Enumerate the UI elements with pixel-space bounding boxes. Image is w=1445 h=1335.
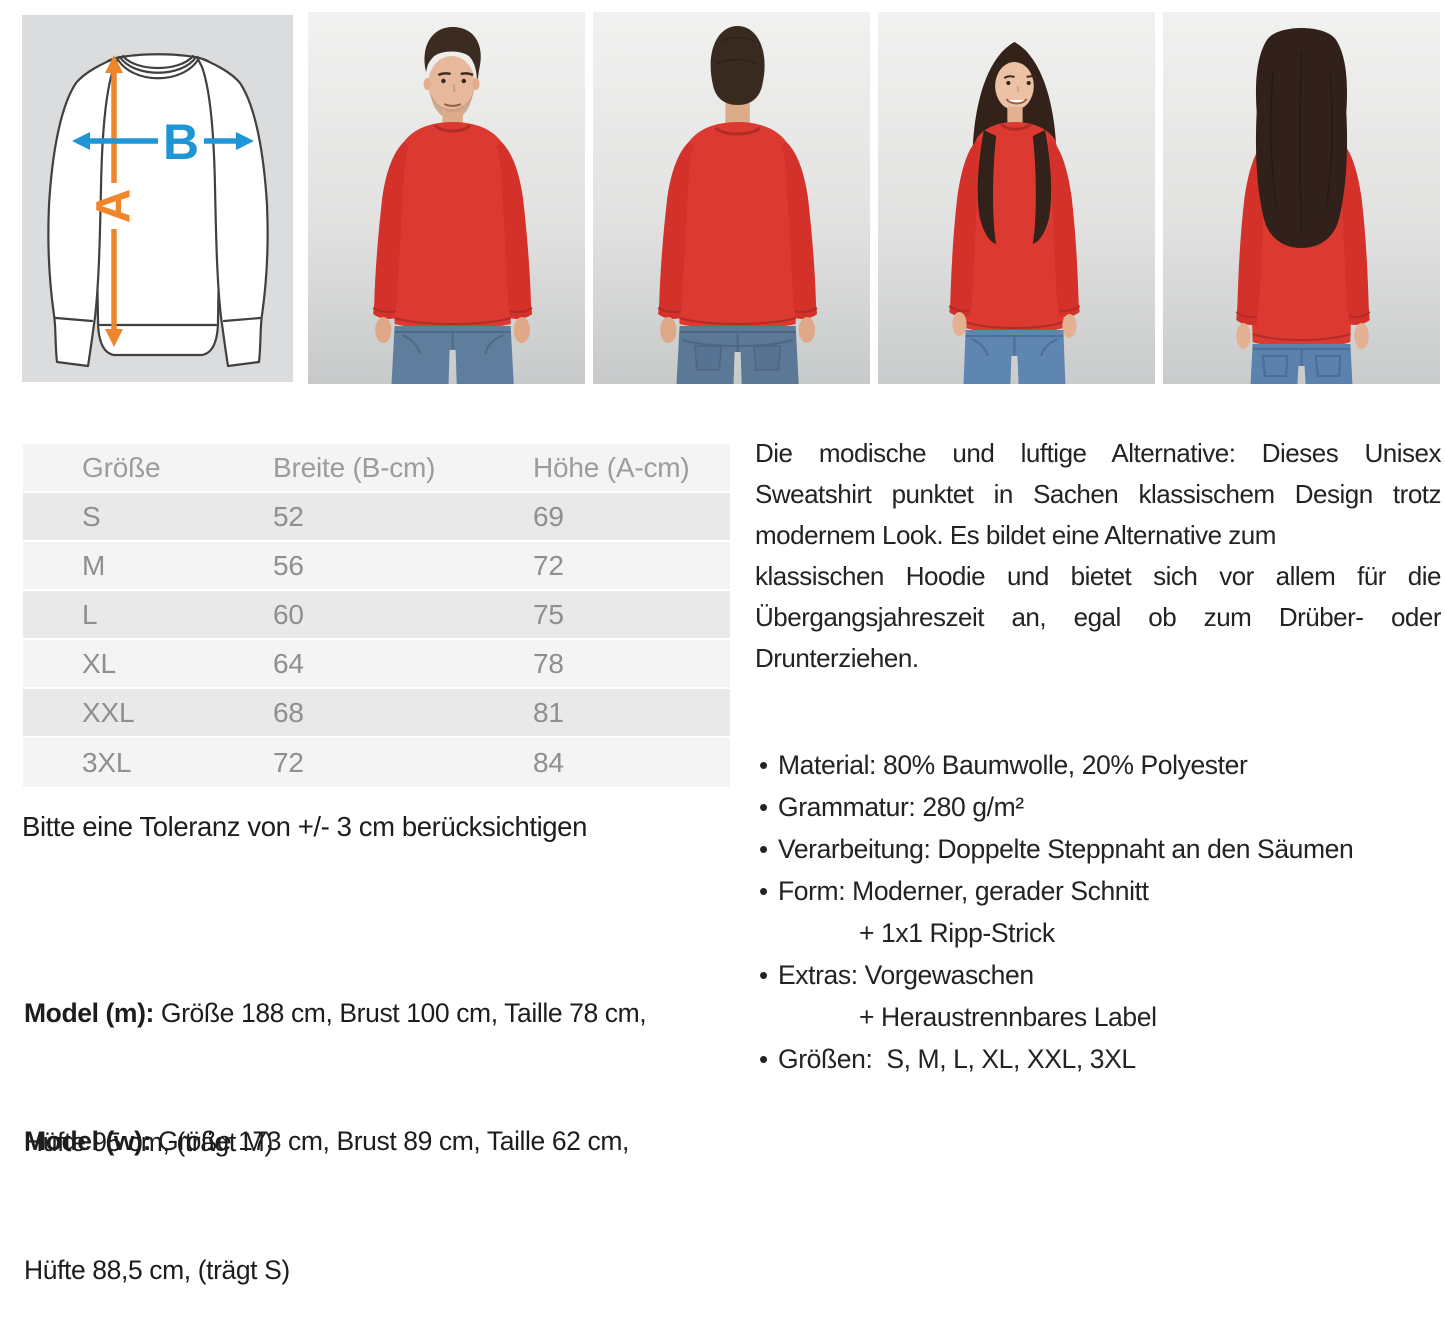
- model-w-line2: Hüfte 88,5 cm, (trägt S): [24, 1255, 290, 1285]
- feature-extras: Extras: Vorgewaschen: [755, 954, 1445, 996]
- woman-front-photo: [878, 12, 1155, 384]
- description-line: modernem Look. Es bildet eine Alternativ…: [755, 520, 1276, 550]
- feature-groessen: Größen: S, M, L, XL, XXL, 3XL: [755, 1038, 1445, 1080]
- label-b: B: [163, 114, 199, 170]
- description-line: Drunterziehen.: [755, 643, 919, 673]
- feature-verarbeitung: Verarbeitung: Doppelte Steppnaht an den …: [755, 828, 1445, 870]
- woman-front-figure: [948, 42, 1081, 384]
- model-w-info: Model (w): Größe 173 cm, Brust 89 cm, Ta…: [24, 1034, 736, 1335]
- model-m-line1: Model (m): Größe 188 cm, Brust 100 cm, T…: [24, 998, 647, 1028]
- width-arrow-b: B: [72, 114, 254, 170]
- man-front-figure: [372, 27, 533, 384]
- description-line: Die modische und luftige Alternative: Di…: [755, 438, 1441, 468]
- model-w-line1: Model (w): Größe 173 cm, Brust 89 cm, Ta…: [24, 1126, 629, 1156]
- header-groesse: Größe: [82, 451, 161, 483]
- table-row-m: M 56 72: [23, 542, 730, 591]
- photo-woman-back: [1163, 12, 1440, 384]
- feature-material: Material: 80% Baumwolle, 20% Polyester: [755, 744, 1445, 786]
- header-breite: Breite (B-cm): [273, 451, 436, 483]
- header-hoehe: Höhe (A-cm): [533, 451, 690, 483]
- photo-woman-front: [878, 12, 1155, 384]
- description-line: klassischen Hoodie und bietet sich vor a…: [755, 561, 1441, 591]
- size-diagram-panel: A B: [22, 15, 293, 382]
- product-description: Die modische und luftige Alternative: Di…: [755, 433, 1441, 679]
- feature-grammatur: Grammatur: 280 g/m²: [755, 786, 1445, 828]
- model-m-label: Model (m):: [24, 998, 154, 1028]
- description-line: Sweatshirt punktet in Sachen klassischem…: [755, 479, 1441, 509]
- sweatshirt-measurement-diagram: A B: [22, 15, 293, 382]
- woman-back-figure: [1235, 28, 1371, 384]
- table-row-xl: XL 64 78: [23, 640, 730, 689]
- model-w-label: Model (w):: [24, 1126, 151, 1156]
- man-back-figure: [657, 26, 818, 384]
- feature-form: Form: Moderner, gerader Schnitt: [755, 870, 1445, 912]
- feature-form-cont: + 1x1 Ripp-Strick: [859, 918, 1055, 948]
- table-row-xxl: XXL 68 81: [23, 689, 730, 738]
- sweatshirt-outline-drawing: [47, 53, 269, 368]
- man-front-photo: [308, 12, 585, 384]
- man-back-photo: [593, 12, 870, 384]
- size-table-header-row: Größe Breite (B-cm) Höhe (A-cm): [23, 444, 730, 493]
- photo-man-back: [593, 12, 870, 384]
- label-a: A: [88, 189, 141, 224]
- table-row-s: S 52 69: [23, 493, 730, 542]
- woman-back-photo: [1163, 12, 1440, 384]
- photo-man-front: [308, 12, 585, 384]
- height-arrow-a: A: [88, 55, 141, 347]
- table-row-3xl: 3XL 72 84: [23, 738, 730, 787]
- description-line: Übergangsjahreszeit an, egal ob zum Drüb…: [755, 602, 1441, 632]
- tolerance-note: Bitte eine Toleranz von +/- 3 cm berücks…: [22, 811, 587, 842]
- size-table: Größe Breite (B-cm) Höhe (A-cm) S 52 69 …: [23, 444, 730, 787]
- table-row-l: L 60 75: [23, 591, 730, 640]
- feature-extras-cont: + Heraustrennbares Label: [859, 1002, 1157, 1032]
- feature-list: Material: 80% Baumwolle, 20% Polyester G…: [755, 744, 1445, 1080]
